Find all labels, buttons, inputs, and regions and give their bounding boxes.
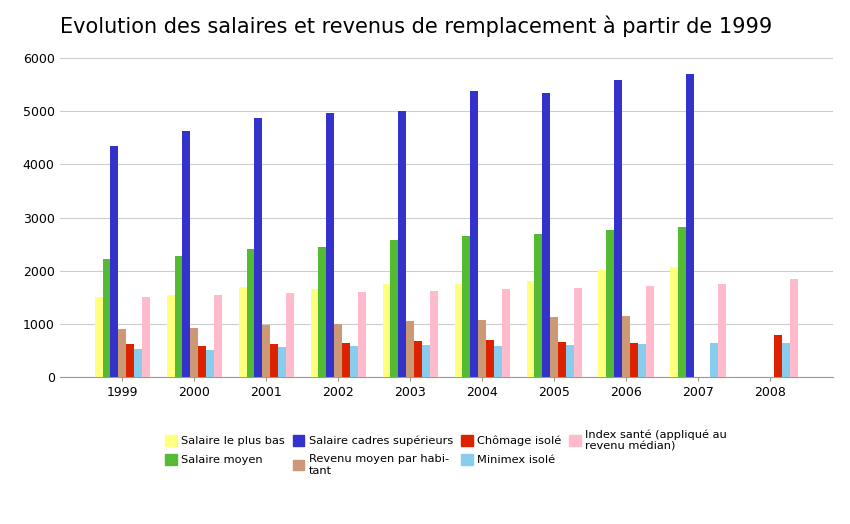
Bar xyxy=(414,341,422,377)
Bar xyxy=(606,231,615,377)
Bar xyxy=(198,346,207,377)
Bar xyxy=(319,247,326,377)
Bar xyxy=(239,287,246,377)
Text: Evolution des salaires et revenus de remplacement à partir de 1999: Evolution des salaires et revenus de rem… xyxy=(60,16,772,37)
Bar xyxy=(406,321,414,377)
Bar xyxy=(382,284,390,377)
Legend: Salaire le plus bas, Salaire moyen, Salaire cadres supérieurs, Revenu moyen par : Salaire le plus bas, Salaire moyen, Sala… xyxy=(162,426,730,479)
Bar xyxy=(270,344,278,377)
Bar xyxy=(422,345,430,377)
Bar xyxy=(494,346,502,377)
Bar xyxy=(774,335,782,377)
Bar xyxy=(638,344,646,377)
Bar xyxy=(550,317,558,377)
Bar xyxy=(334,324,343,377)
Bar xyxy=(646,286,654,377)
Bar xyxy=(622,315,630,377)
Bar xyxy=(183,132,190,377)
Bar xyxy=(134,349,142,377)
Bar xyxy=(566,345,574,377)
Bar xyxy=(790,279,798,377)
Bar xyxy=(598,270,606,377)
Bar xyxy=(127,344,134,377)
Bar xyxy=(671,267,678,377)
Bar xyxy=(630,343,638,377)
Bar xyxy=(246,249,254,377)
Bar xyxy=(94,298,103,377)
Bar xyxy=(110,146,118,377)
Bar xyxy=(214,296,222,377)
Bar xyxy=(574,288,582,377)
Bar xyxy=(486,340,494,377)
Bar xyxy=(686,74,694,377)
Bar xyxy=(502,289,510,377)
Bar xyxy=(310,289,319,377)
Bar xyxy=(782,343,790,377)
Bar xyxy=(710,343,718,377)
Bar xyxy=(390,240,399,377)
Bar xyxy=(526,281,535,377)
Bar xyxy=(103,259,110,377)
Bar xyxy=(190,328,198,377)
Bar xyxy=(358,292,366,377)
Bar xyxy=(167,294,174,377)
Bar xyxy=(118,330,127,377)
Bar xyxy=(142,297,150,377)
Bar xyxy=(326,113,334,377)
Bar xyxy=(542,93,550,377)
Bar xyxy=(558,342,566,377)
Bar xyxy=(470,91,479,377)
Bar xyxy=(254,118,263,377)
Bar xyxy=(430,291,438,377)
Bar xyxy=(535,234,542,377)
Bar xyxy=(479,320,486,377)
Bar xyxy=(718,283,726,377)
Bar xyxy=(678,226,686,377)
Bar xyxy=(615,80,622,377)
Bar xyxy=(350,346,358,377)
Bar xyxy=(278,347,286,377)
Bar xyxy=(174,256,183,377)
Bar xyxy=(462,236,470,377)
Bar xyxy=(399,111,406,377)
Bar xyxy=(263,325,270,377)
Bar xyxy=(286,292,294,377)
Bar xyxy=(343,343,350,377)
Bar xyxy=(207,350,214,377)
Bar xyxy=(455,284,462,377)
